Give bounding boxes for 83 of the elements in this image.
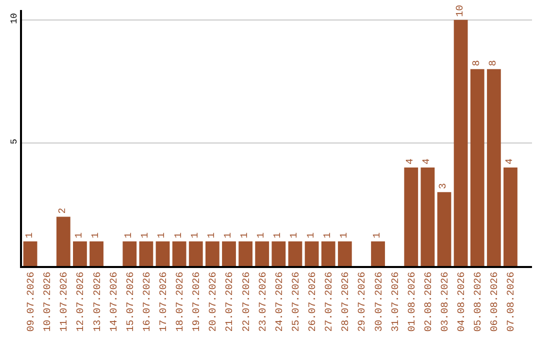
x-tick-label: 02.08.2026 [424, 272, 435, 332]
x-tick-label: 14.07.2026 [109, 272, 120, 332]
data-label: 8 [488, 60, 500, 66]
bar [90, 241, 104, 266]
x-tick-label: 26.07.2026 [308, 272, 320, 332]
bar [139, 241, 154, 266]
x-tick-label: 16.07.2026 [142, 272, 154, 332]
x-tick-label: 28.07.2026 [341, 272, 352, 332]
data-label: 1 [74, 232, 86, 238]
data-label: 1 [256, 232, 268, 238]
data-label: 4 [504, 158, 516, 165]
data-label: 1 [157, 232, 168, 238]
x-tick-label: 11.07.2026 [60, 272, 71, 332]
data-label: 1 [273, 232, 284, 238]
bar [238, 241, 252, 266]
data-label: 1 [190, 232, 202, 238]
data-label: 2 [58, 208, 69, 214]
x-tick-label: 01.08.2026 [407, 272, 418, 332]
bar [122, 241, 137, 266]
data-label: 1 [124, 232, 136, 238]
bar [371, 241, 385, 266]
x-tick-label: 24.07.2026 [274, 272, 286, 332]
bar [288, 241, 302, 266]
data-label: 10 [455, 4, 466, 17]
x-tick-label: 21.07.2026 [225, 272, 236, 332]
bar [321, 241, 336, 266]
bar [188, 241, 203, 266]
bar [172, 241, 186, 266]
bar [272, 241, 286, 266]
data-label: 1 [290, 232, 301, 238]
data-label: 1 [223, 232, 234, 238]
x-tick-label: 12.07.2026 [76, 272, 88, 332]
bar [222, 241, 236, 266]
x-tick-label: 23.07.2026 [258, 272, 270, 332]
x-tick-label: 20.07.2026 [208, 272, 220, 332]
bar [73, 241, 87, 266]
bar [470, 69, 484, 266]
data-label: 4 [406, 158, 417, 165]
bar [23, 241, 38, 266]
data-label: 3 [438, 183, 450, 190]
data-label: 1 [240, 232, 252, 238]
data-label: 1 [206, 232, 218, 238]
x-tick-label: 05.08.2026 [474, 272, 485, 332]
bar [454, 20, 468, 266]
x-tick-label: 04.08.2026 [457, 272, 468, 332]
data-label: 1 [372, 232, 384, 238]
bar [420, 168, 435, 266]
x-tick-label: 25.07.2026 [291, 272, 302, 332]
bar [338, 241, 352, 266]
x-tick-label: 07.08.2026 [506, 272, 518, 332]
bar [504, 168, 518, 266]
x-tick-label: 22.07.2026 [242, 272, 253, 332]
bar [56, 216, 70, 266]
x-tick-label: 29.07.2026 [358, 272, 369, 332]
data-label: 1 [306, 232, 318, 238]
bar [156, 241, 170, 266]
bar [486, 69, 501, 266]
x-tick-label: 06.08.2026 [490, 272, 502, 332]
data-label: 1 [24, 232, 36, 238]
data-label: 1 [322, 232, 334, 238]
x-tick-label: 09.07.2026 [26, 272, 38, 332]
data-label: 1 [174, 232, 185, 238]
x-tick-label: 15.07.2026 [126, 272, 137, 332]
x-tick-label: 03.08.2026 [440, 272, 452, 332]
y-tick-label: 5 [10, 138, 20, 144]
data-label: 1 [339, 232, 350, 238]
bar [404, 168, 418, 266]
x-tick-label: 10.07.2026 [43, 272, 54, 332]
data-label: 4 [422, 158, 434, 165]
x-tick-label: 30.07.2026 [374, 272, 386, 332]
bar [205, 241, 220, 266]
x-tick-label: 13.07.2026 [92, 272, 104, 332]
bar [437, 192, 452, 266]
x-tick-label: 18.07.2026 [176, 272, 187, 332]
data-label: 1 [140, 232, 152, 238]
data-label: 1 [91, 232, 102, 238]
x-tick-label: 27.07.2026 [324, 272, 336, 332]
x-tick-label: 19.07.2026 [192, 272, 204, 332]
bar [304, 241, 319, 266]
x-tick-label: 31.07.2026 [390, 272, 402, 332]
x-tick-label: 17.07.2026 [159, 272, 170, 332]
bar [255, 241, 270, 266]
data-label: 8 [472, 60, 483, 66]
